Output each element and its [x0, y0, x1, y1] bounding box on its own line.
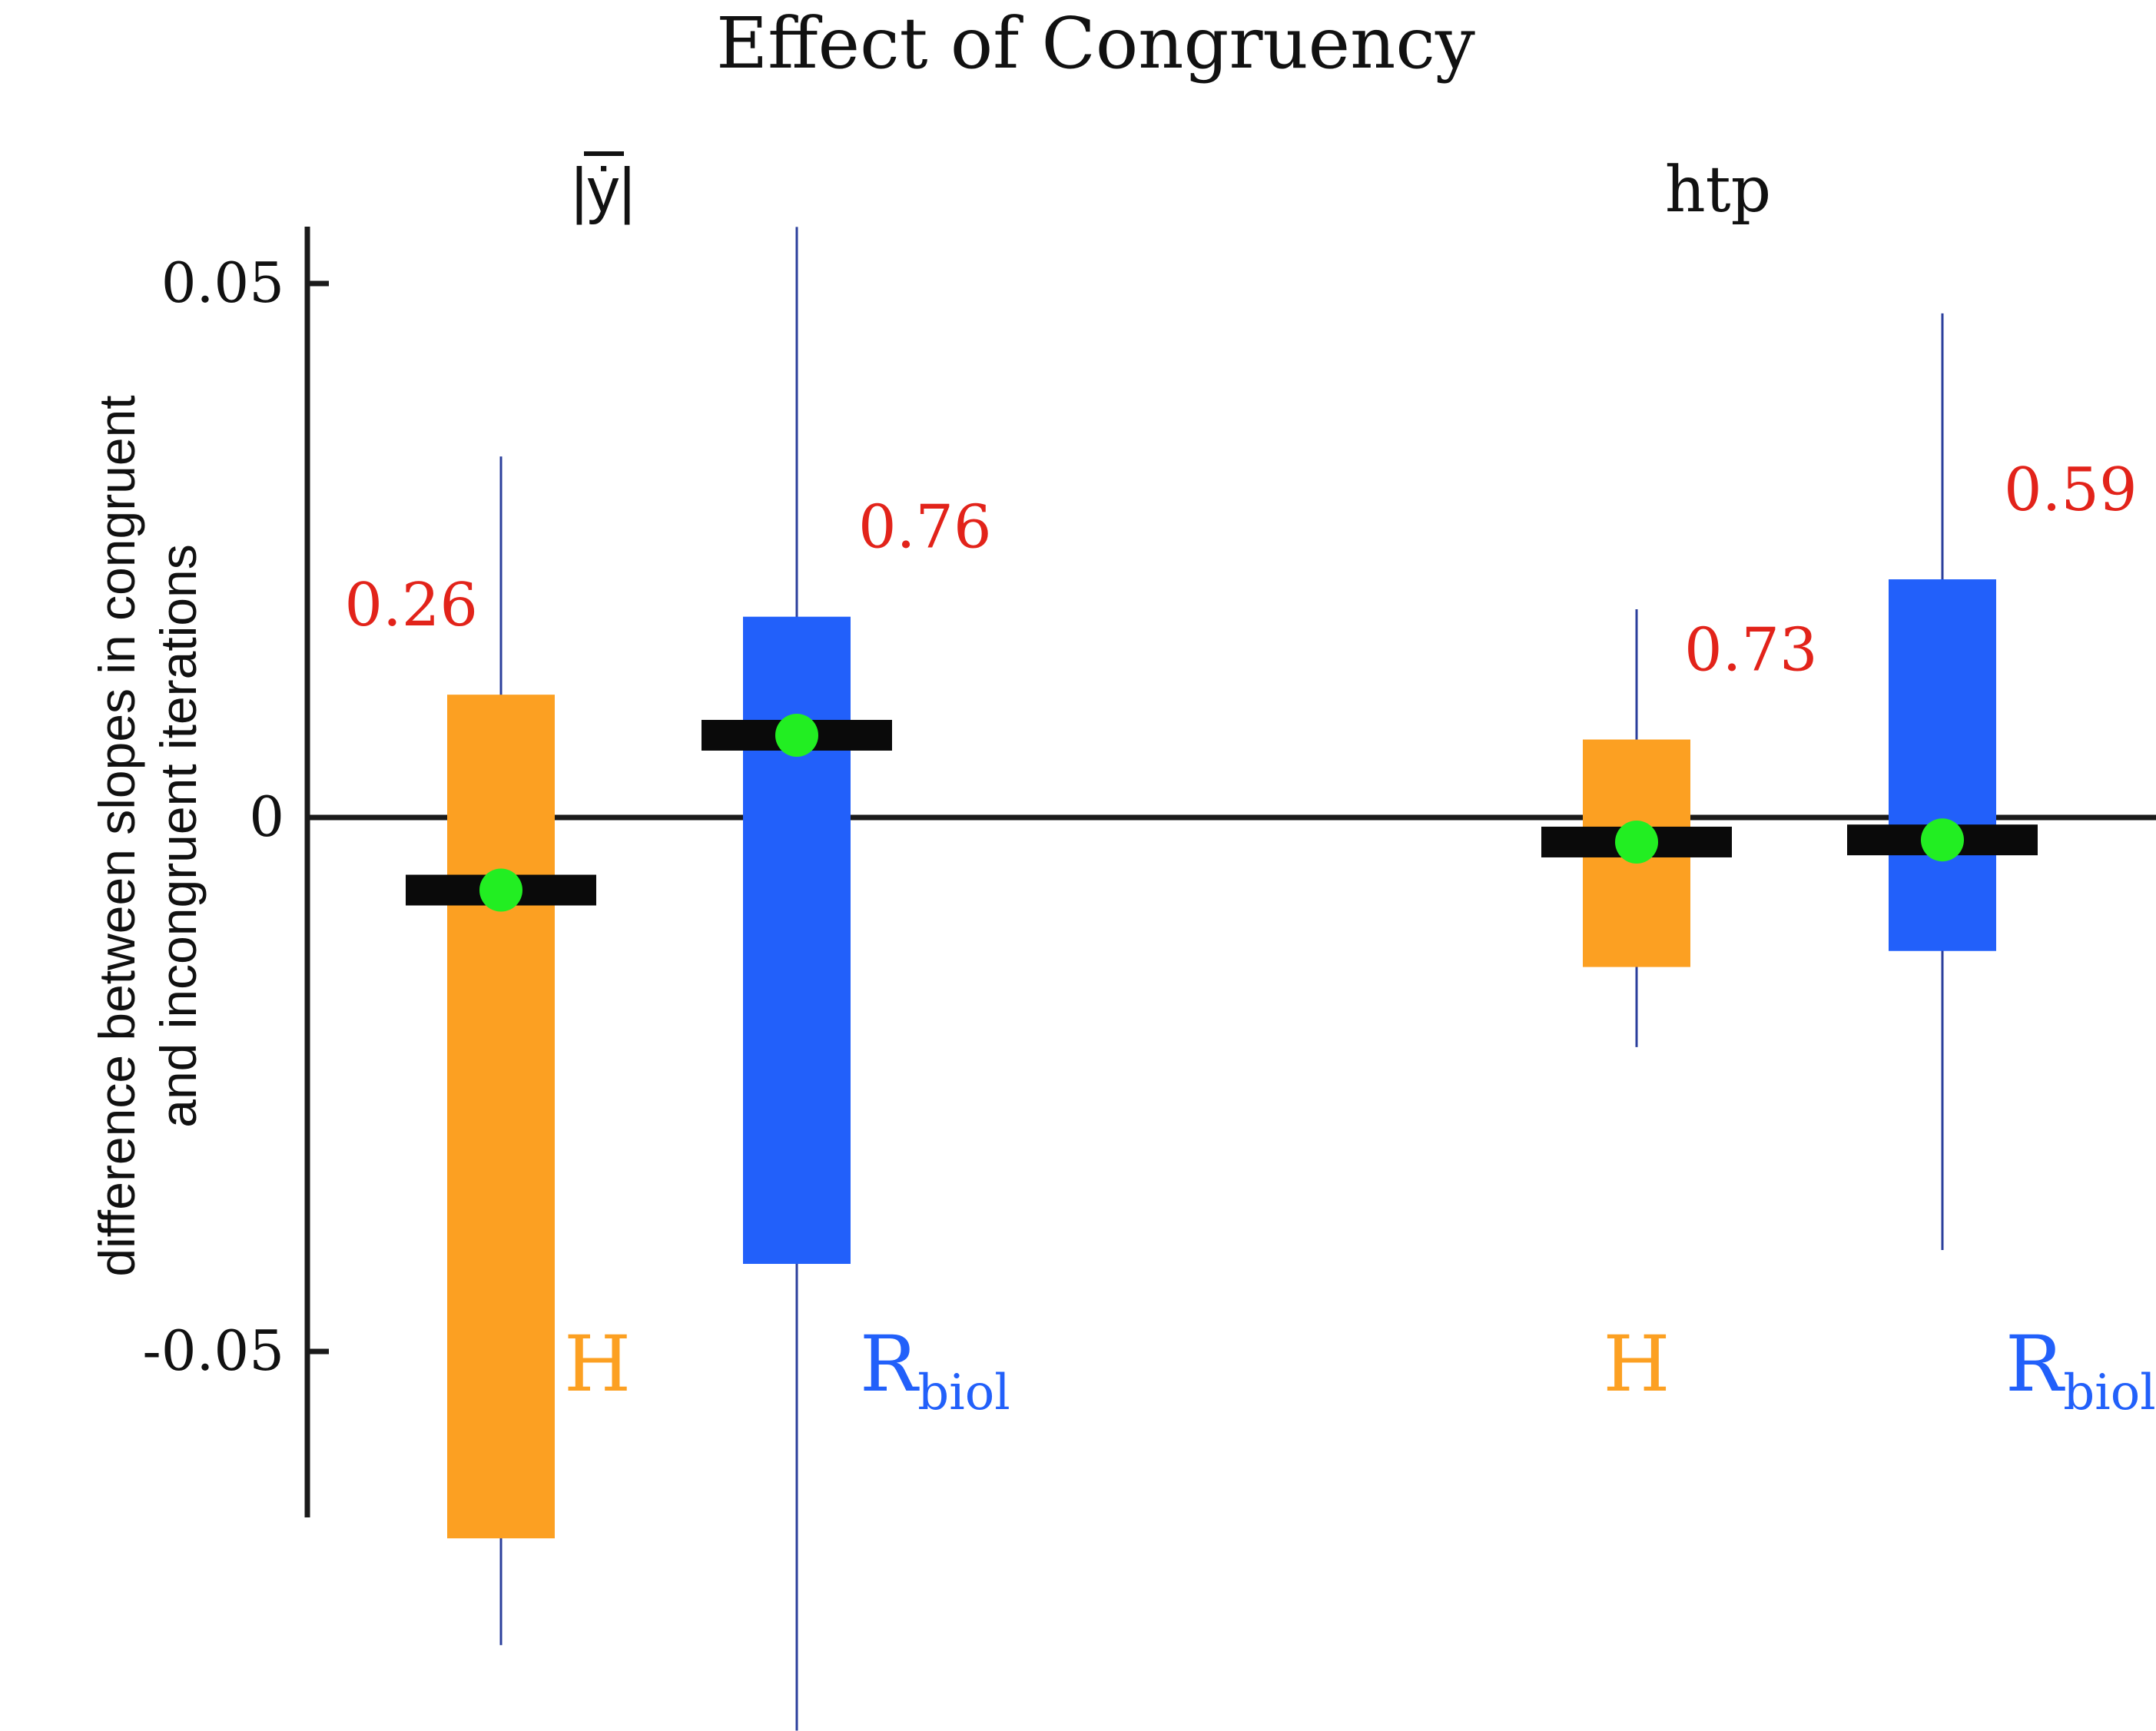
- y-axis-ticks: 0.05 0 -0.05: [142, 250, 329, 1383]
- mean-dot-group1-h: [479, 868, 522, 912]
- chart-title: Effect of Congruency: [716, 2, 1475, 85]
- mean-dot-group2-rbiol: [1921, 818, 1964, 862]
- series-label-group2-h: H: [1603, 1319, 1670, 1409]
- mean-dot-group2-h: [1615, 820, 1658, 864]
- plot-area: 0.26 H 0.76 Rbiol 0.73 H 0.59 Rbiol: [307, 227, 2156, 1731]
- box-group2-rbiol: [1889, 579, 1996, 951]
- group-label-htp: htp: [1665, 154, 1771, 227]
- series-label-group1-rbiol: Rbiol: [860, 1319, 1010, 1421]
- mean-dot-group1-rbiol: [775, 713, 818, 757]
- box-group1-h: [447, 695, 555, 1539]
- series-label-main: H: [564, 1319, 631, 1409]
- group-label-ydot-text: |ẏ|: [571, 155, 635, 225]
- y-tick-label-1: 0: [249, 784, 284, 849]
- series-label-group2-rbiol: Rbiol: [2005, 1319, 2156, 1421]
- y-axis-label-line1: difference between slopes in congruent: [88, 395, 145, 1276]
- y-axis-label-line2: and incongruent iterations: [150, 544, 207, 1128]
- group-label-ydot: |ẏ|: [571, 155, 635, 225]
- y-tick-label-0: 0.05: [161, 250, 284, 315]
- series-label-main: H: [1603, 1319, 1670, 1409]
- p-value-group1-rbiol: 0.76: [858, 493, 992, 562]
- series-label-main: R: [860, 1319, 920, 1409]
- p-value-group2-rbiol: 0.59: [2004, 456, 2138, 525]
- series-label-subscript: biol: [917, 1365, 1010, 1421]
- y-tick-label-2: -0.05: [142, 1318, 284, 1383]
- series-label-subscript: biol: [2063, 1365, 2155, 1421]
- series-label-main: R: [2005, 1319, 2065, 1409]
- p-value-group2-h: 0.73: [1684, 616, 1818, 685]
- series-label-group1-h: H: [564, 1319, 631, 1409]
- p-value-group1-h: 0.26: [344, 571, 478, 640]
